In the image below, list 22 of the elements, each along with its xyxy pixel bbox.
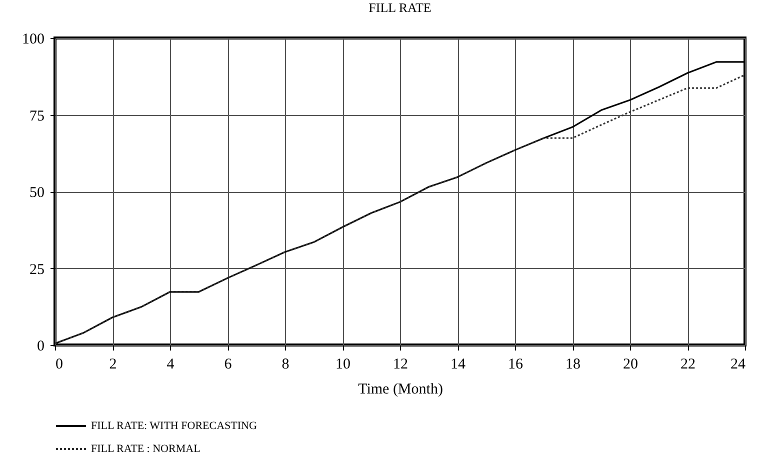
- y-tick-label: 100: [22, 32, 44, 48]
- legend-label: FILL RATE : NORMAL: [91, 443, 201, 455]
- x-axis-title: Time (Month): [358, 382, 443, 398]
- x-tick-label: 8: [282, 356, 290, 372]
- x-tick-label: 16: [508, 356, 524, 372]
- y-tick-label: 25: [30, 262, 44, 278]
- y-tick-label: 75: [30, 108, 44, 124]
- legend-label: FILL RATE: WITH FORECASTING: [91, 420, 257, 432]
- x-tick-label: 10: [336, 356, 350, 372]
- y-tick-label: 50: [30, 185, 44, 201]
- x-tick-label: 14: [450, 356, 466, 372]
- y-tick-label: 0: [37, 338, 44, 354]
- x-tick-label: 0: [56, 356, 63, 372]
- chart-title: FILL RATE: [368, 0, 432, 15]
- x-tick-label: 24: [730, 356, 746, 372]
- x-tick-label: 20: [623, 356, 638, 372]
- x-tick-label: 12: [393, 356, 408, 372]
- x-tick-label: 4: [166, 356, 175, 372]
- x-tick-label: 2: [109, 356, 117, 372]
- x-tick-label: 22: [680, 356, 696, 372]
- x-tick-label: 18: [566, 356, 580, 372]
- x-tick-label: 6: [224, 356, 232, 372]
